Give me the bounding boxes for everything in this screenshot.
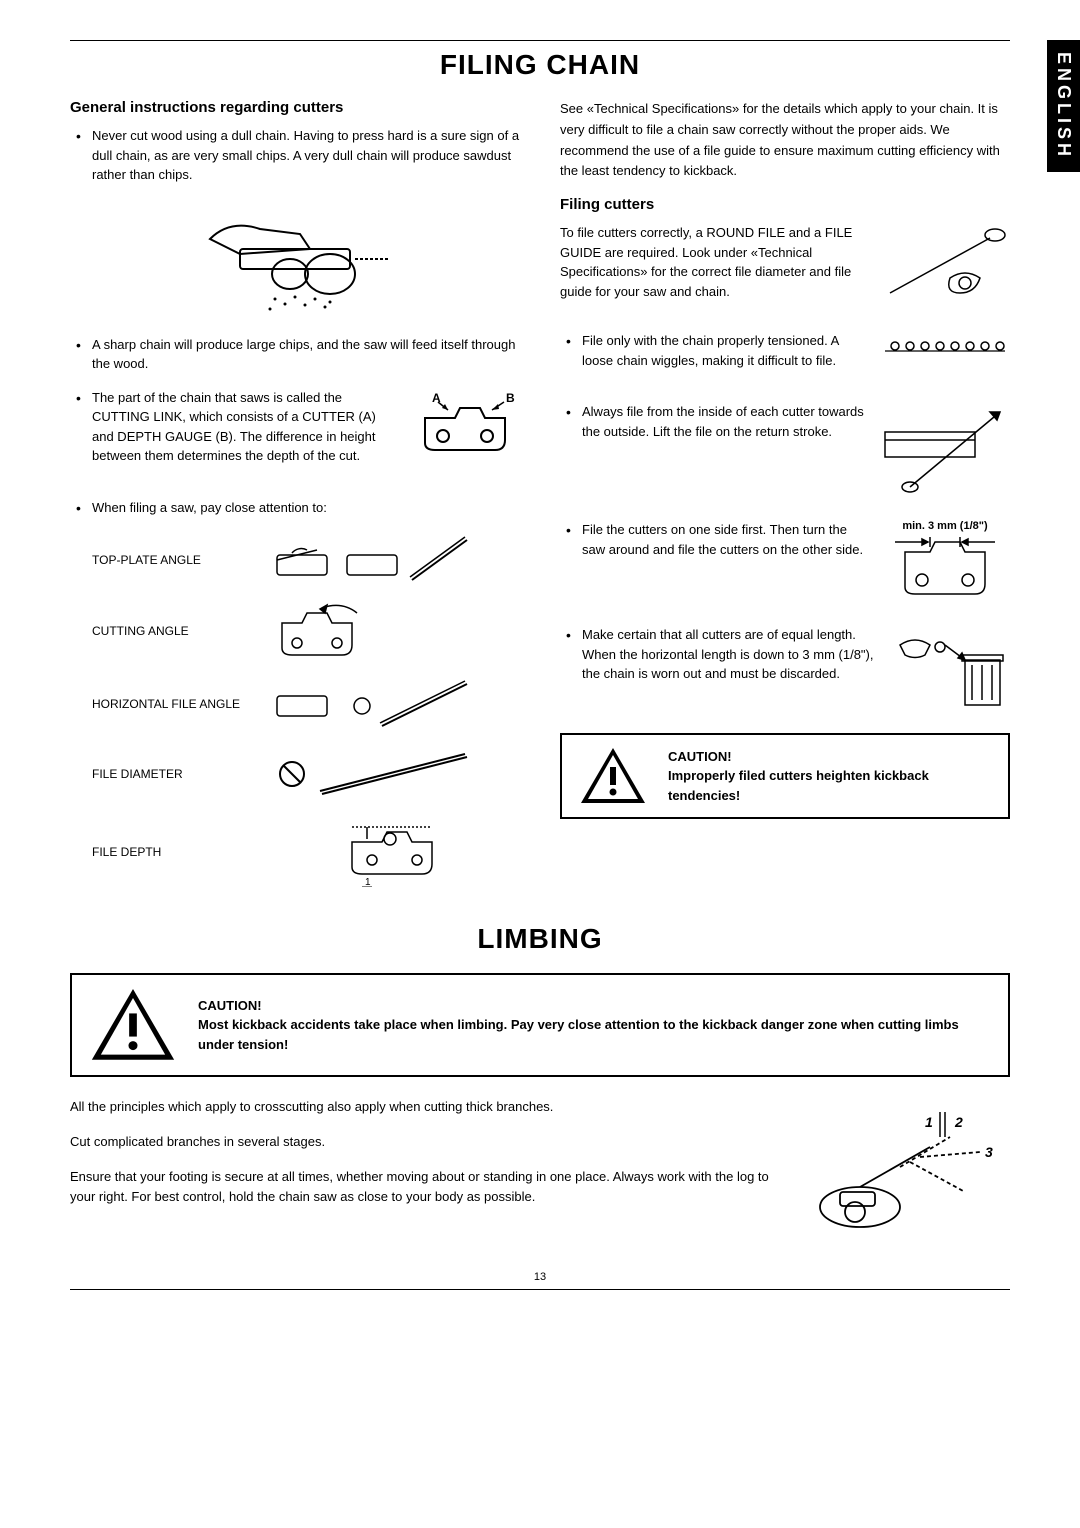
- page-number: 13: [70, 1271, 1010, 1283]
- limbing-caution-box: CAUTION! Most kickback accidents take pl…: [70, 973, 1010, 1077]
- caution-body: Improperly filed cutters heighten kickba…: [668, 768, 929, 803]
- limbing-body: All the principles which apply to crossc…: [70, 1097, 1010, 1247]
- top-plate-label: TOP-PLATE ANGLE: [92, 553, 252, 567]
- bullet-dull-chain: Never cut wood using a dull chain. Havin…: [70, 126, 520, 185]
- svg-text:3: 3: [985, 1144, 993, 1160]
- caution-head: CAUTION!: [668, 747, 992, 767]
- limbing-caution-body: Most kickback accidents take place when …: [198, 1017, 959, 1052]
- file-diameter-icon: [272, 749, 472, 799]
- limbing-p1: All the principles which apply to crossc…: [70, 1097, 780, 1118]
- limbing-p2: Cut complicated branches in several stag…: [70, 1132, 780, 1153]
- limbing-caution-head: CAUTION!: [198, 996, 992, 1016]
- right-intro: See «Technical Specifications» for the d…: [560, 99, 1010, 182]
- file-diameter-row: FILE DIAMETER: [70, 749, 520, 799]
- cutting-angle-icon: [272, 603, 402, 658]
- top-plate-angle-icon: [272, 535, 472, 585]
- cutting-angle-row: CUTTING ANGLE: [70, 603, 520, 658]
- warning-triangle-icon: [88, 985, 178, 1065]
- filing-title: FILING CHAIN: [70, 49, 1010, 81]
- file-depth-row: FILE DEPTH 1 5: [70, 817, 520, 887]
- top-plate-angle-row: TOP-PLATE ANGLE: [70, 535, 520, 585]
- left-column: General instructions regarding cutters N…: [70, 99, 520, 893]
- chain-tension-illustration: [880, 331, 1010, 361]
- svg-text:B: B: [506, 391, 515, 405]
- warning-triangle-icon: [578, 745, 648, 807]
- horizontal-file-label: HORIZONTAL FILE ANGLE: [92, 697, 252, 711]
- general-heading: General instructions regarding cutters: [70, 99, 520, 116]
- horizontal-file-angle-icon: [272, 676, 472, 731]
- bullet-one-side: File the cutters on one side first. Then…: [560, 520, 868, 559]
- right-column: See «Technical Specifications» for the d…: [560, 99, 1010, 893]
- filing-caution-box: CAUTION! Improperly filed cutters height…: [560, 733, 1010, 819]
- cutting-link-ab-illustration: A B: [410, 388, 520, 458]
- filing-cutters-lead: To file cutters correctly, a ROUND FILE …: [560, 223, 868, 301]
- svg-text:1: 1: [925, 1114, 933, 1130]
- language-tab: ENGLISH: [1047, 40, 1080, 172]
- bullet-equal-length: Make certain that all cutters are of equ…: [560, 625, 878, 684]
- limbing-illustration: 1 2 3: [810, 1097, 1010, 1247]
- chainsaw-sawdust-illustration: [180, 199, 410, 319]
- horizontal-file-angle-row: HORIZONTAL FILE ANGLE: [70, 676, 520, 731]
- bullet-sharp-chain: A sharp chain will produce large chips, …: [70, 335, 520, 374]
- bottom-rule: [70, 1289, 1010, 1290]
- file-depth-icon: 1 5: [272, 817, 472, 887]
- min-3mm-label: min. 3 mm (1/8"): [880, 520, 1010, 532]
- top-rule: [70, 40, 1010, 41]
- bullet-pay-attention: When filing a saw, pay close attention t…: [70, 498, 520, 518]
- min-length-illustration: [880, 532, 1010, 602]
- cutting-angle-label: CUTTING ANGLE: [92, 624, 252, 638]
- filing-cutters-heading: Filing cutters: [560, 196, 1010, 213]
- svg-text:1: 1: [365, 877, 371, 887]
- bullet-inside-out: Always file from the inside of each cutt…: [560, 402, 868, 441]
- file-diameter-label: FILE DIAMETER: [92, 767, 252, 781]
- discard-chain-illustration: [890, 625, 1010, 715]
- svg-text:2: 2: [954, 1114, 963, 1130]
- filing-columns: General instructions regarding cutters N…: [70, 99, 1010, 893]
- file-and-guide-illustration: [880, 223, 1010, 313]
- bullet-cutting-link: The part of the chain that saws is calle…: [70, 388, 398, 466]
- file-direction-illustration: [880, 402, 1010, 502]
- limbing-title: LIMBING: [70, 923, 1010, 955]
- file-depth-label: FILE DEPTH: [92, 845, 252, 859]
- limbing-p3: Ensure that your footing is secure at al…: [70, 1167, 780, 1209]
- bullet-tension: File only with the chain properly tensio…: [560, 331, 868, 370]
